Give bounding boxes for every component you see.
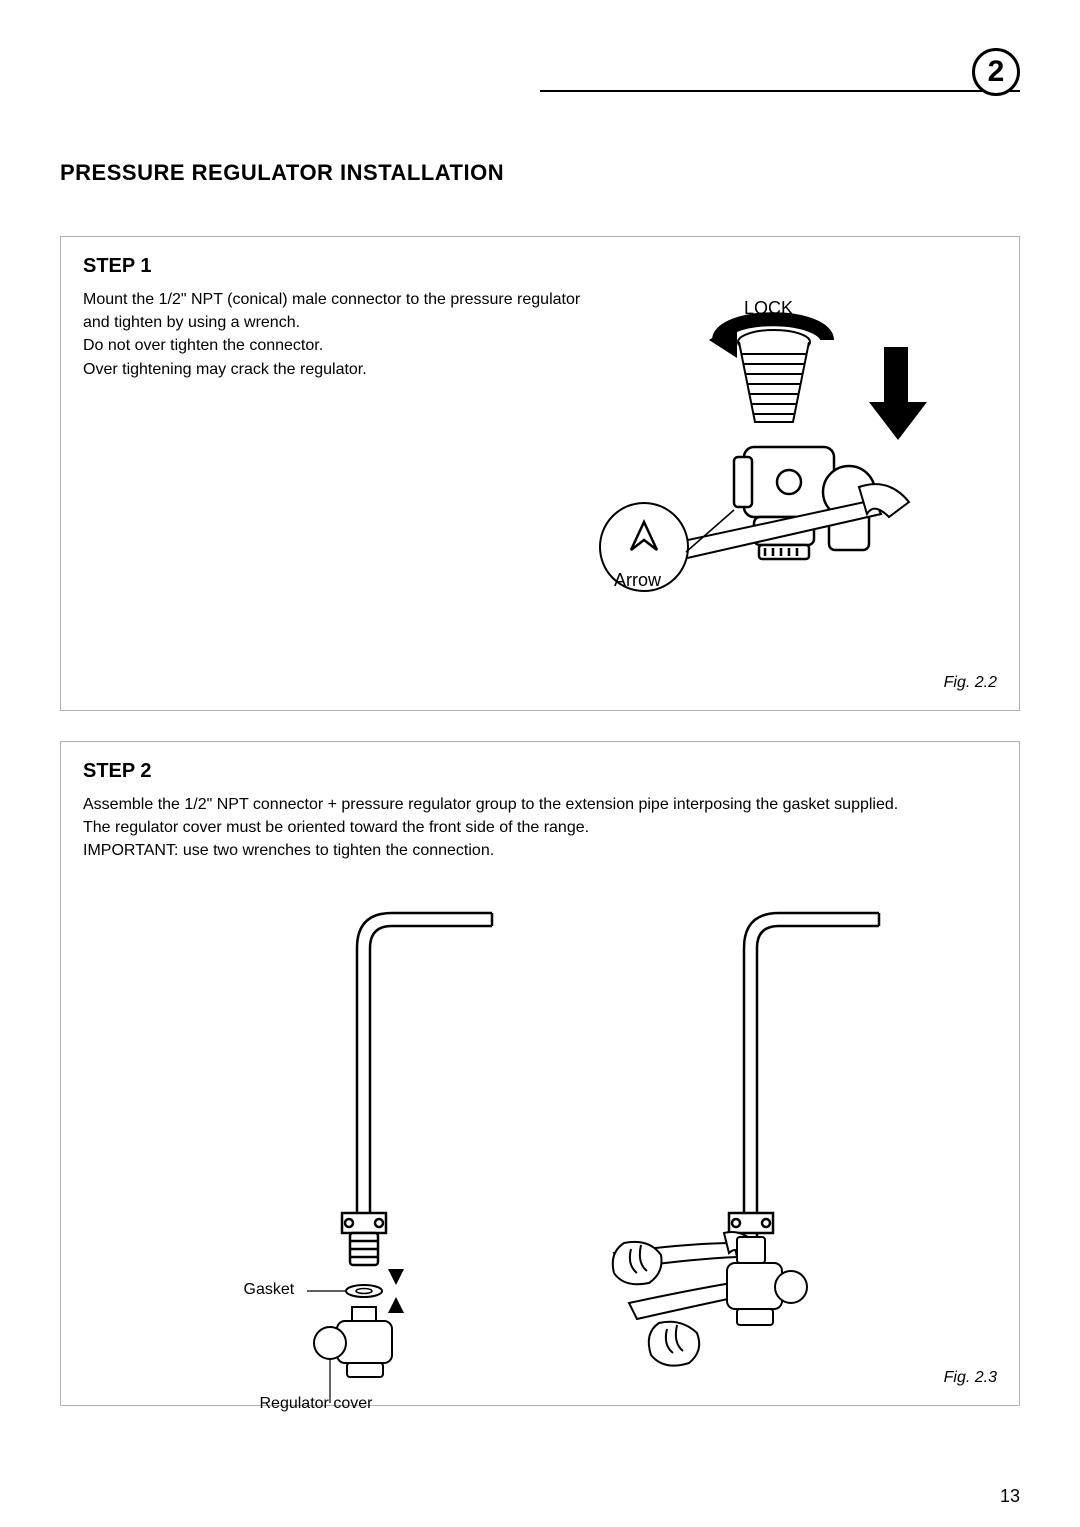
page-number: 13 [1000, 1486, 1020, 1507]
step-1-body: Mount the 1/2" NPT (conical) male connec… [83, 288, 603, 381]
step2-right-svg [569, 893, 929, 1413]
section-title: PRESSURE REGULATOR INSTALLATION [60, 160, 1020, 186]
step-2-fig-caption: Fig. 2.3 [944, 1369, 997, 1387]
step-1-illustration: LOCK [589, 262, 989, 632]
label-regulator-cover: Regulator cover [260, 1395, 373, 1413]
label-gasket: Gasket [244, 1281, 295, 1299]
callout-arrow: Arrow [614, 570, 661, 591]
step-2-box: STEP 2 Assemble the 1/2" NPT connector +… [60, 741, 1020, 1406]
step-1-fig-caption: Fig. 2.2 [944, 674, 997, 692]
step2-left-svg [152, 893, 512, 1413]
header-rule [540, 90, 1020, 92]
section-badge: 2 [972, 48, 1020, 96]
step2-right-illustration [569, 893, 929, 1413]
step-2-illustrations: Gasket Regulator cover [83, 893, 997, 1413]
step-1-box: STEP 1 Mount the 1/2" NPT (conical) male… [60, 236, 1020, 711]
step2-left-illustration: Gasket Regulator cover [152, 893, 512, 1413]
callout-lock: LOCK [744, 298, 793, 319]
step-2-body: Assemble the 1/2" NPT connector + pressu… [83, 793, 997, 863]
step-2-title: STEP 2 [83, 760, 997, 783]
